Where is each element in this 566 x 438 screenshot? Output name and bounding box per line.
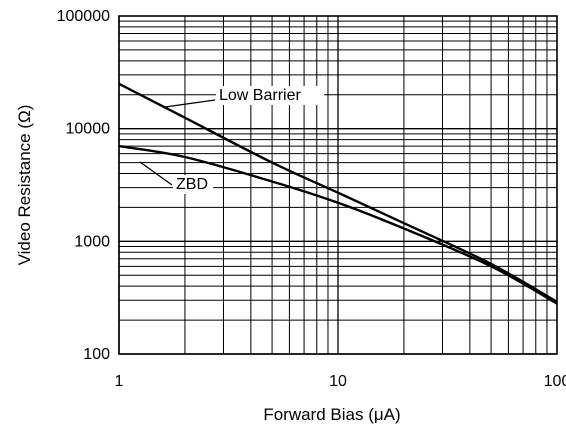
series-label-background (216, 86, 324, 105)
series-label-low-barrier: Low Barrier (219, 87, 301, 104)
series-line-low-barrier (118, 82, 558, 303)
grid (118, 16, 557, 355)
series-label-background (173, 175, 213, 194)
y-tick-label: 10000 (66, 121, 111, 138)
x-tick-label: 10 (329, 373, 347, 390)
series-lines (118, 82, 558, 305)
y-tick-label: 100000 (57, 8, 110, 25)
x-tick-labels: 1 10 100 (115, 373, 566, 390)
series-label-leader (164, 99, 216, 108)
series-label-leader (139, 161, 173, 186)
series-labels: Low Barrier ZBD (139, 86, 324, 194)
y-tick-labels: 100 1000 10000 100000 (57, 8, 110, 363)
x-tick-label: 100 (544, 373, 566, 390)
plot-frame (118, 15, 558, 355)
y-tick-label: 1000 (74, 233, 110, 250)
series-line-zbd (118, 144, 558, 305)
x-tick-label: 1 (115, 373, 124, 390)
y-tick-label: 100 (83, 346, 110, 363)
y-axis-title: Video Resistance (Ω) (15, 105, 34, 266)
series-label-zbd: ZBD (176, 176, 208, 193)
x-axis-title: Forward Bias (μA) (263, 405, 400, 424)
